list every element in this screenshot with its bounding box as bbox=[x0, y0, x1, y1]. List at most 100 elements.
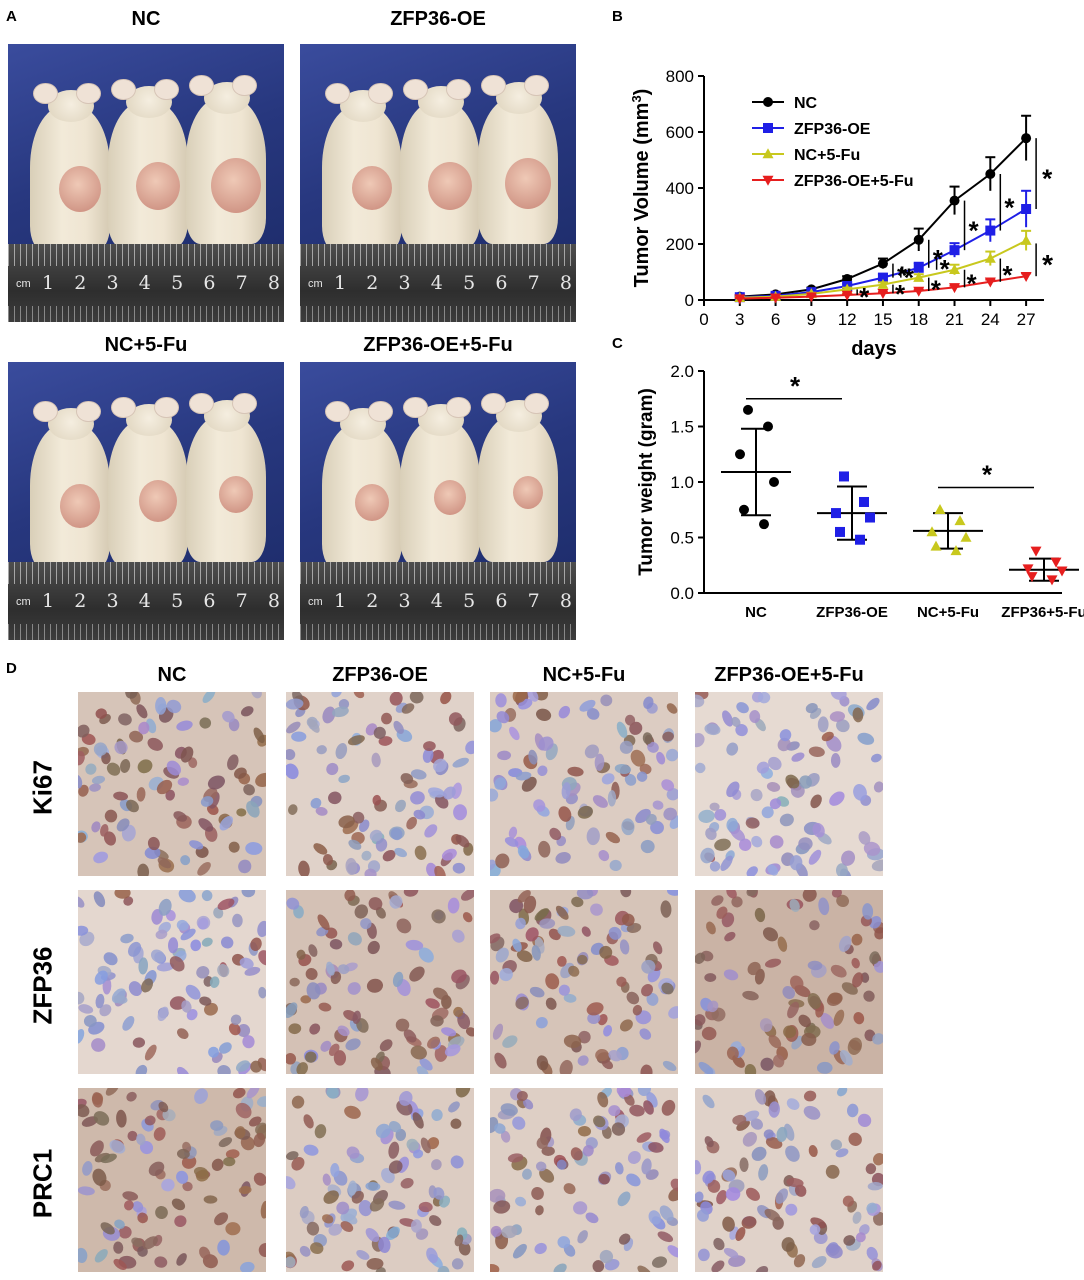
column-title: NC bbox=[157, 664, 187, 686]
cell-nucleus bbox=[535, 1017, 548, 1029]
cell-nucleus bbox=[783, 1025, 797, 1039]
cell-nucleus bbox=[419, 1058, 433, 1071]
data-point bbox=[770, 293, 782, 304]
cell-nucleus bbox=[286, 698, 304, 710]
cell-nucleus bbox=[367, 940, 380, 955]
mouse bbox=[108, 396, 188, 566]
cell-nucleus bbox=[347, 982, 361, 995]
tumor bbox=[428, 162, 472, 210]
photo-title: NC+5-Fu bbox=[104, 334, 188, 356]
cell-nucleus bbox=[522, 1168, 532, 1180]
cell-nucleus bbox=[314, 1124, 327, 1139]
data-point bbox=[949, 283, 961, 294]
cell-nucleus bbox=[645, 813, 657, 825]
mouse bbox=[478, 392, 558, 562]
cell-nucleus bbox=[288, 1023, 302, 1035]
cell-nucleus bbox=[93, 851, 109, 864]
cell-nucleus bbox=[619, 740, 633, 754]
cell-nucleus bbox=[707, 1179, 721, 1193]
cell-nucleus bbox=[657, 1231, 674, 1243]
cell-nucleus bbox=[208, 1046, 219, 1058]
cell-nucleus bbox=[619, 939, 630, 955]
cell-nucleus bbox=[555, 905, 569, 920]
ruler-number: 4 bbox=[430, 272, 443, 294]
cell-nucleus bbox=[846, 1103, 859, 1118]
cell-nucleus bbox=[643, 696, 654, 709]
cell-nucleus bbox=[106, 762, 121, 776]
cell-nucleus bbox=[789, 855, 803, 871]
cell-nucleus bbox=[113, 791, 129, 801]
cell-nucleus bbox=[136, 787, 146, 802]
row-label: Ki67 bbox=[27, 760, 58, 815]
cell-nucleus bbox=[85, 763, 97, 775]
mouse-ear bbox=[446, 78, 471, 100]
cell-nucleus bbox=[91, 821, 101, 833]
cell-nucleus bbox=[116, 1109, 127, 1128]
cell-nucleus bbox=[501, 1225, 518, 1239]
cell-nucleus bbox=[808, 849, 822, 865]
cell-nucleus bbox=[452, 757, 469, 768]
data-point bbox=[1021, 133, 1032, 144]
ihc-texture bbox=[78, 1088, 266, 1272]
cell-nucleus bbox=[418, 947, 434, 963]
cell-nucleus bbox=[93, 1111, 110, 1126]
tumor bbox=[139, 480, 177, 522]
ruler-number: 5 bbox=[171, 272, 184, 294]
data-point bbox=[984, 277, 996, 288]
cell-nucleus bbox=[670, 1178, 678, 1192]
cell-nucleus bbox=[695, 1191, 704, 1203]
cell-nucleus bbox=[862, 903, 874, 920]
cell-nucleus bbox=[494, 1052, 507, 1069]
cell-nucleus bbox=[147, 836, 160, 851]
cell-nucleus bbox=[808, 1145, 818, 1158]
cell-nucleus bbox=[431, 1159, 442, 1171]
cell-nucleus bbox=[723, 969, 739, 981]
mouse bbox=[400, 78, 480, 248]
cell-nucleus bbox=[234, 767, 247, 779]
cell-nucleus bbox=[500, 1103, 518, 1116]
cell-nucleus bbox=[317, 914, 330, 931]
significance-star: * bbox=[967, 269, 978, 299]
cell-nucleus bbox=[447, 897, 460, 914]
legend-label: ZFP36-OE bbox=[794, 121, 871, 138]
cell-nucleus bbox=[495, 947, 509, 963]
mouse bbox=[478, 74, 558, 244]
data-point bbox=[1026, 572, 1038, 583]
data-point bbox=[913, 286, 925, 297]
cell-nucleus bbox=[320, 1040, 332, 1052]
cell-nucleus bbox=[180, 855, 191, 866]
cell-nucleus bbox=[702, 1094, 715, 1109]
cell-nucleus bbox=[410, 1045, 427, 1060]
cell-nucleus bbox=[829, 711, 846, 722]
cell-nucleus bbox=[739, 838, 752, 852]
cell-nucleus bbox=[169, 956, 185, 972]
cell-nucleus bbox=[166, 699, 182, 714]
cell-nucleus bbox=[557, 1236, 571, 1249]
cell-nucleus bbox=[328, 1043, 340, 1056]
ruler-number: 7 bbox=[527, 590, 540, 612]
cell-nucleus bbox=[194, 1088, 208, 1104]
cell-nucleus bbox=[177, 1028, 189, 1040]
ruler-ticks bbox=[8, 624, 284, 640]
cell-nucleus bbox=[865, 1163, 877, 1175]
cell-nucleus bbox=[732, 1114, 747, 1126]
data-point bbox=[841, 290, 853, 301]
cell-nucleus bbox=[230, 1014, 242, 1025]
cell-nucleus bbox=[150, 949, 166, 963]
ruler: cm 1 2 3 4 5 6 7 8 bbox=[8, 562, 284, 640]
cell-nucleus bbox=[286, 763, 299, 780]
cell-nucleus bbox=[521, 776, 537, 792]
legend-label: NC bbox=[794, 95, 818, 112]
cell-nucleus bbox=[218, 1137, 233, 1148]
cell-nucleus bbox=[779, 813, 794, 827]
data-point bbox=[855, 534, 865, 545]
ihc-image bbox=[286, 890, 474, 1074]
cell-nucleus bbox=[431, 1109, 443, 1122]
cell-nucleus bbox=[527, 692, 539, 702]
legend-label: ZFP36-OE+5-Fu bbox=[794, 173, 914, 190]
cell-nucleus bbox=[217, 1239, 230, 1256]
cell-nucleus bbox=[400, 1177, 414, 1189]
cell-nucleus bbox=[113, 1258, 127, 1270]
cell-nucleus bbox=[629, 1104, 645, 1117]
cell-nucleus bbox=[433, 758, 447, 773]
